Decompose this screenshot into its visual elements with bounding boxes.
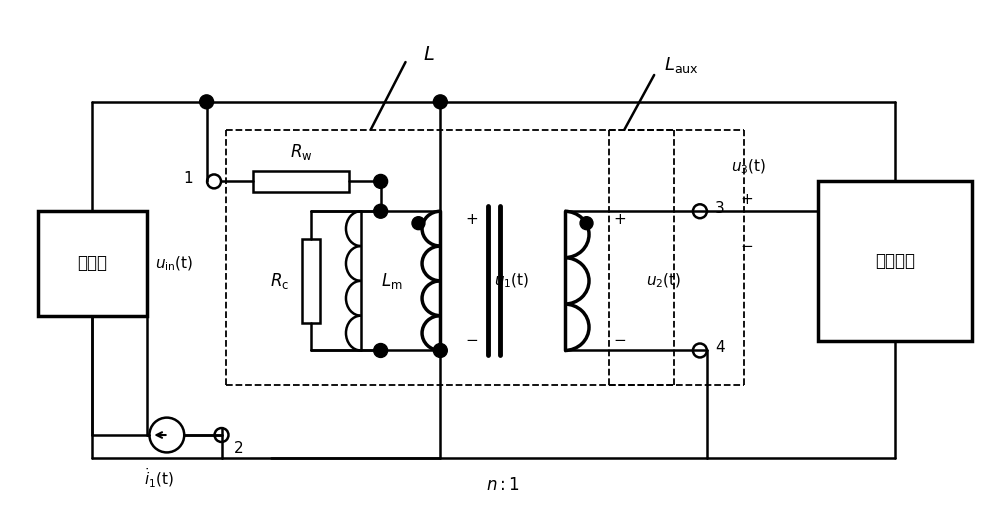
Text: 1: 1 [183,171,193,186]
Text: $L_\mathrm{aux}$: $L_\mathrm{aux}$ [664,55,699,75]
Text: 3: 3 [715,201,725,216]
Text: −: − [613,333,626,348]
Circle shape [412,217,425,229]
Text: $R_\mathrm{c}$: $R_\mathrm{c}$ [270,271,289,291]
Text: $u_3\mathrm{(t)}$: $u_3\mathrm{(t)}$ [731,157,766,176]
Circle shape [580,217,593,229]
Text: $\dot{i}_1\mathrm{(t)}$: $\dot{i}_1\mathrm{(t)}$ [144,467,174,490]
Bar [818,181,972,340]
Text: −: − [466,333,479,348]
Circle shape [200,95,214,109]
Text: $u_2\mathrm{(t)}$: $u_2\mathrm{(t)}$ [646,272,682,290]
Text: 2: 2 [233,442,243,456]
Circle shape [433,343,447,357]
Bar [302,239,320,322]
Text: $R_\mathrm{w}$: $R_\mathrm{w}$ [290,142,312,161]
Bar [253,171,349,192]
Text: $n:1$: $n:1$ [486,476,519,494]
Circle shape [374,204,388,218]
Text: +: + [466,212,479,227]
Text: $L$: $L$ [423,44,435,63]
Text: +: + [613,212,626,227]
Circle shape [374,343,388,357]
Text: +: + [740,192,753,207]
Circle shape [374,174,388,189]
Text: 励磁源: 励磁源 [77,254,107,272]
Text: −: − [740,239,753,253]
Text: $L_\mathrm{m}$: $L_\mathrm{m}$ [381,271,402,291]
Circle shape [433,95,447,109]
Text: 4: 4 [715,340,724,355]
Text: $u_1\mathrm{(t)}$: $u_1\mathrm{(t)}$ [494,272,530,290]
Text: $u_\mathrm{in}\mathrm{(t)}$: $u_\mathrm{in}\mathrm{(t)}$ [155,254,193,273]
Bar [38,211,147,316]
Text: 测量仪器: 测量仪器 [875,252,915,270]
